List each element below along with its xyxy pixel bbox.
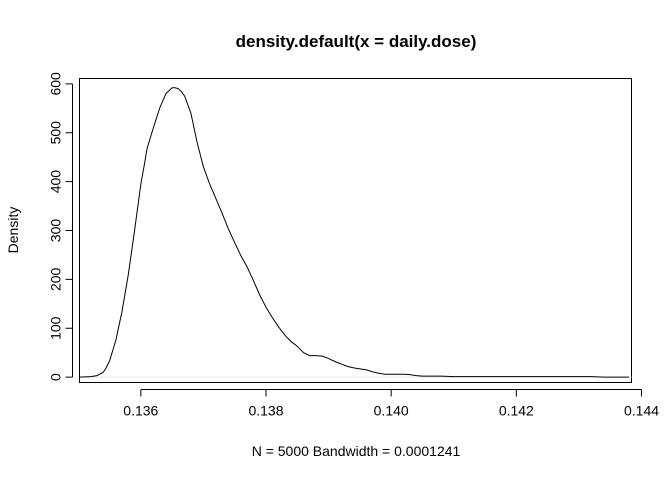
y-tick-label: 0 — [48, 373, 64, 381]
x-tick-label: 0.136 — [123, 403, 158, 419]
x-axis: 0.136 0.138 0.140 0.142 0.144 — [123, 389, 659, 419]
y-tick-label: 300 — [48, 219, 64, 243]
x-tick-label: 0.144 — [624, 403, 659, 419]
y-tick-label: 500 — [48, 121, 64, 145]
chart-title: density.default(x = daily.dose) — [236, 32, 477, 51]
density-curve — [79, 87, 629, 378]
y-tick-label: 600 — [48, 72, 64, 96]
y-tick-label: 400 — [48, 170, 64, 194]
x-tick-label: 0.140 — [374, 403, 409, 419]
y-axis: 0 100 200 300 400 500 600 — [48, 72, 73, 381]
y-tick-label: 200 — [48, 267, 64, 291]
y-axis-label: Density — [5, 207, 21, 254]
y-tick-label: 100 — [48, 316, 64, 340]
x-tick-label: 0.138 — [248, 403, 283, 419]
x-axis-label: N = 5000 Bandwidth = 0.0001241 — [252, 443, 461, 459]
x-tick-label: 0.142 — [499, 403, 534, 419]
plot-frame — [79, 78, 632, 383]
